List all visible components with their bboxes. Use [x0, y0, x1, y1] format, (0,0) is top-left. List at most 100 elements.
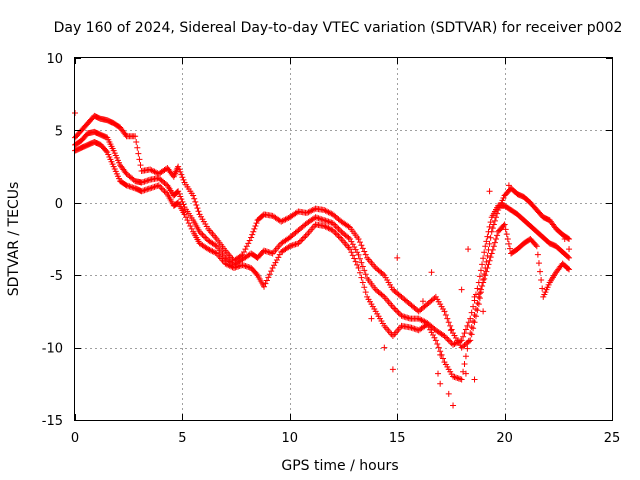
data-point [309, 207, 316, 214]
data-point [187, 222, 194, 229]
data-point [176, 190, 183, 197]
data-point [334, 224, 341, 231]
data-point [251, 225, 258, 232]
data-point [198, 230, 205, 237]
data-point [308, 207, 315, 214]
data-point [240, 249, 247, 256]
data-point [460, 333, 467, 340]
data-point [345, 223, 352, 230]
data-point [225, 262, 232, 269]
data-point [299, 236, 306, 242]
data-point [464, 345, 471, 352]
data-point [303, 209, 310, 216]
data-point [185, 220, 192, 227]
data-point [486, 240, 493, 247]
data-point [147, 166, 154, 173]
data-point [162, 189, 169, 196]
data-point [175, 188, 182, 195]
data-point [361, 248, 368, 255]
data-point [212, 242, 219, 249]
data-point [177, 193, 184, 200]
data-point [362, 289, 369, 296]
data-point [178, 171, 185, 178]
data-point [356, 255, 363, 262]
data-point [458, 337, 465, 344]
data-point [468, 324, 475, 331]
data-point [486, 188, 493, 195]
data-point [424, 321, 431, 328]
data-point [273, 256, 280, 263]
data-point [474, 285, 481, 292]
data-point [276, 251, 283, 258]
data-point [355, 264, 362, 271]
data-point [534, 251, 541, 258]
data-point [502, 226, 509, 233]
data-point [487, 234, 494, 241]
data-point [305, 209, 312, 216]
data-point [352, 258, 359, 265]
data-point [358, 242, 365, 249]
data-point [325, 209, 332, 216]
data-point [504, 236, 511, 242]
data-point [485, 228, 492, 235]
data-point [448, 326, 455, 333]
data-point [298, 237, 305, 244]
data-point [476, 290, 483, 297]
x-tick-label: 0 [71, 431, 79, 446]
data-point [278, 218, 285, 225]
data-point [389, 366, 396, 373]
data-point [269, 264, 276, 271]
data-point [381, 344, 388, 351]
x-tick-label: 25 [604, 431, 621, 446]
data-point [206, 246, 213, 253]
data-point [477, 267, 484, 274]
data-point [132, 133, 139, 140]
data-point [175, 163, 182, 170]
data-point [428, 269, 435, 276]
data-point [425, 324, 432, 331]
x-tick-label: 15 [389, 431, 406, 446]
data-point [465, 337, 472, 344]
data-point [537, 268, 544, 275]
data-point [355, 236, 362, 242]
data-point [442, 334, 449, 341]
data-point [487, 254, 494, 261]
data-point [324, 224, 331, 231]
data-point [462, 353, 469, 360]
data-point [157, 183, 164, 190]
data-point [434, 340, 441, 347]
data-point [346, 236, 353, 242]
data-point [136, 156, 143, 163]
data-point [133, 138, 140, 145]
data-point [279, 217, 286, 224]
data-point [122, 181, 129, 188]
data-point [329, 220, 336, 227]
data-point [431, 334, 438, 341]
data-point [394, 308, 401, 315]
data-point [250, 228, 257, 235]
data-point [458, 286, 465, 293]
data-point [458, 376, 465, 383]
data-point [428, 329, 435, 336]
data-point [348, 238, 355, 245]
data-point [452, 340, 459, 347]
data-point [209, 248, 216, 255]
data-point [468, 331, 475, 338]
data-point [462, 370, 469, 377]
data-point [470, 325, 477, 332]
data-point [223, 261, 230, 268]
data-point [188, 225, 195, 232]
data-point [479, 261, 486, 268]
data-point [471, 293, 478, 300]
data-point [335, 233, 342, 240]
data-point [432, 337, 439, 344]
data-point [471, 312, 478, 319]
data-point [480, 279, 487, 286]
y-tick-label: -5 [50, 269, 63, 284]
data-point [447, 322, 454, 329]
data-point [482, 272, 489, 279]
data-point [415, 315, 422, 322]
data-point [472, 305, 479, 312]
data-point [179, 198, 186, 205]
data-point [486, 257, 493, 264]
